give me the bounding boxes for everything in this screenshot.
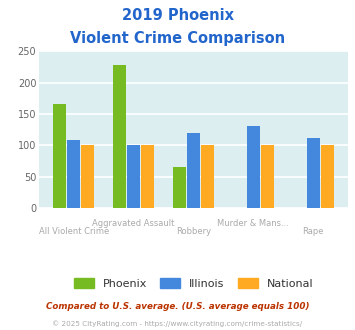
Bar [173,167,186,208]
Text: Compared to U.S. average. (U.S. average equals 100): Compared to U.S. average. (U.S. average … [46,302,309,311]
Bar [321,145,334,208]
Bar [113,65,126,208]
Bar [247,126,260,208]
Text: Robbery: Robbery [176,227,211,236]
Bar [53,105,66,208]
Bar [307,138,320,208]
Text: © 2025 CityRating.com - https://www.cityrating.com/crime-statistics/: © 2025 CityRating.com - https://www.city… [53,321,302,327]
Bar [261,145,274,208]
Text: Violent Crime Comparison: Violent Crime Comparison [70,31,285,46]
Text: Rape: Rape [302,227,324,236]
Text: Aggravated Assault: Aggravated Assault [92,219,175,228]
Text: All Violent Crime: All Violent Crime [39,227,109,236]
Text: Murder & Mans...: Murder & Mans... [218,219,289,228]
Bar [127,145,140,208]
Bar [141,145,154,208]
Bar [67,140,80,208]
Bar [201,145,214,208]
Bar [187,133,200,208]
Text: 2019 Phoenix: 2019 Phoenix [121,8,234,23]
Legend: Phoenix, Illinois, National: Phoenix, Illinois, National [69,274,318,293]
Bar [81,145,94,208]
